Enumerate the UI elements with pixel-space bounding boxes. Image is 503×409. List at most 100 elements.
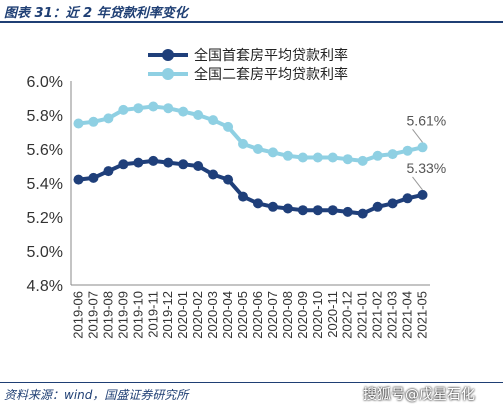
x-tick-label: 2020-07 xyxy=(265,291,280,339)
data-point xyxy=(312,152,323,163)
series-line-0 xyxy=(78,158,423,216)
data-point xyxy=(417,189,428,200)
x-tick-label: 2021-03 xyxy=(385,291,400,339)
data-point xyxy=(297,152,308,163)
x-tick-label: 2020-11 xyxy=(325,291,340,338)
x-tick-label: 2020-01 xyxy=(175,291,190,339)
x-tick-label: 2020-08 xyxy=(280,291,295,339)
data-point xyxy=(208,169,219,180)
legend-marker xyxy=(162,68,174,80)
data-point xyxy=(372,150,383,161)
data-point xyxy=(267,147,278,158)
x-tick-label: 2019-12 xyxy=(160,291,175,339)
x-tick-label: 2019-06 xyxy=(70,291,85,339)
x-tick-label: 2020-03 xyxy=(205,291,220,339)
data-point xyxy=(88,116,99,127)
data-point xyxy=(178,159,189,170)
y-tick-label: 5.8% xyxy=(27,108,63,125)
data-point xyxy=(238,191,249,202)
x-tick-label: 2020-10 xyxy=(310,291,325,339)
data-point xyxy=(103,166,114,177)
data-point xyxy=(312,205,323,216)
x-tick-label: 2020-09 xyxy=(295,291,310,339)
data-point xyxy=(118,159,129,170)
x-tick-label: 2020-04 xyxy=(220,291,235,339)
data-point xyxy=(133,103,144,114)
series-group xyxy=(73,101,428,219)
data-label: 5.33% xyxy=(407,160,447,176)
x-tick-label: 2020-06 xyxy=(250,291,265,339)
data-label-leader xyxy=(412,176,423,191)
x-tick-label: 2020-12 xyxy=(340,291,355,339)
x-tick-label: 2019-10 xyxy=(130,291,145,339)
y-tick-label: 6.0% xyxy=(27,74,63,91)
data-point xyxy=(297,205,308,216)
y-tick-label: 5.2% xyxy=(27,210,63,227)
data-point xyxy=(342,206,353,217)
data-point xyxy=(357,155,368,166)
data-point xyxy=(387,149,398,160)
x-tick-label: 2019-11 xyxy=(145,291,160,338)
data-labels: 5.61% 5.33% xyxy=(407,112,447,191)
data-point xyxy=(238,138,249,149)
source-divider xyxy=(0,382,503,383)
x-tick-label: 2019-08 xyxy=(100,291,115,339)
data-point xyxy=(133,157,144,168)
data-point xyxy=(387,198,398,209)
x-tick-label: 2021-04 xyxy=(400,291,415,339)
title-divider xyxy=(0,21,503,23)
x-tick-label: 2021-01 xyxy=(355,291,370,339)
series-line-1 xyxy=(78,104,423,163)
y-tick-label: 5.0% xyxy=(27,244,63,261)
y-tick-labels: 4.8% 5.0% 5.2% 5.4% 5.6% 5.8% 6.0% xyxy=(27,74,63,295)
data-point xyxy=(342,154,353,165)
data-point xyxy=(73,174,84,185)
data-point xyxy=(88,172,99,183)
data-point xyxy=(402,145,413,156)
data-label: 5.61% xyxy=(407,112,447,128)
data-point xyxy=(357,208,368,219)
source-note: 资料来源：wind，国盛证券研究所 xyxy=(4,388,189,402)
data-point xyxy=(178,106,189,117)
x-tick-label: 2019-07 xyxy=(85,291,100,339)
data-point xyxy=(223,121,234,132)
data-point xyxy=(163,157,174,168)
data-point xyxy=(327,152,338,163)
data-point xyxy=(282,150,293,161)
data-point xyxy=(417,142,428,153)
data-point xyxy=(193,161,204,171)
data-point xyxy=(148,155,159,166)
x-tick-labels: 2019-06 2019-07 2019-08 2019-09 2019-10 2019-… xyxy=(70,291,429,339)
legend-label: 全国首套房平均贷款利率 xyxy=(194,47,348,64)
data-point xyxy=(193,110,204,120)
data-point xyxy=(223,174,234,185)
x-tick-label: 2021-05 xyxy=(415,291,430,339)
data-point xyxy=(208,115,219,126)
y-tick-label: 5.6% xyxy=(27,142,63,159)
y-tick-label: 5.4% xyxy=(27,176,63,193)
figure-title: 图表 31：近 2 年贷款利率变化 xyxy=(4,6,188,21)
data-point xyxy=(163,103,174,114)
axes xyxy=(70,81,430,286)
x-tick-label: 2020-02 xyxy=(190,291,205,339)
data-label-leader xyxy=(412,128,423,143)
data-point xyxy=(148,101,159,112)
data-point xyxy=(327,205,338,216)
data-point xyxy=(372,201,383,212)
legend-marker xyxy=(162,49,174,61)
data-point xyxy=(103,113,114,124)
x-tick-label: 2021-02 xyxy=(370,291,385,339)
data-point xyxy=(73,118,84,129)
data-point xyxy=(118,104,129,115)
watermark: 搜狐号@戊星石化 xyxy=(363,387,475,403)
legend-label: 全国二套房平均贷款利率 xyxy=(194,66,348,83)
data-point xyxy=(252,198,263,209)
data-point xyxy=(267,201,278,212)
x-tick-label: 2020-05 xyxy=(235,291,250,339)
y-tick-label: 4.8% xyxy=(27,278,63,295)
data-point xyxy=(282,203,293,214)
data-point xyxy=(252,144,263,154)
x-tick-label: 2019-09 xyxy=(115,291,130,339)
